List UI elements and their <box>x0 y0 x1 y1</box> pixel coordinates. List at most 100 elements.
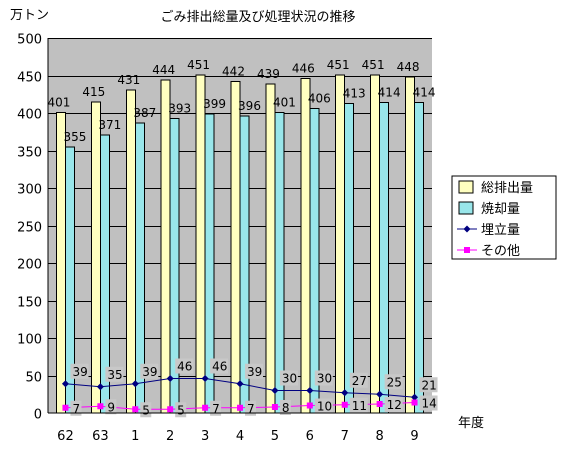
line-marker <box>271 404 278 410</box>
x-tick-label: 63 <box>92 429 109 444</box>
y-axis-unit: 万トン <box>10 8 49 23</box>
data-label: 7 <box>247 402 255 416</box>
line-marker <box>341 401 348 408</box>
y-tick-label: 150 <box>17 296 42 311</box>
x-tick-label: 62 <box>57 429 74 444</box>
data-label: 30 <box>282 372 297 386</box>
line-marker <box>132 406 139 413</box>
data-label-background <box>279 400 291 415</box>
x-tick-label: 1 <box>131 429 139 444</box>
y-tick-label: 450 <box>17 71 42 86</box>
data-label: 393 <box>168 101 191 115</box>
bar <box>195 74 206 414</box>
data-label: 25 <box>387 375 402 389</box>
data-label: 442 <box>222 65 245 79</box>
data-label: 387 <box>133 106 156 120</box>
y-tick-label: 50 <box>25 371 42 386</box>
data-label: 451 <box>362 58 385 72</box>
legend-marker <box>464 247 470 253</box>
data-label: 5 <box>177 403 185 417</box>
data-label: 401 <box>273 95 296 109</box>
data-label-background <box>314 398 333 414</box>
legend-label: 総排出量 <box>481 181 533 196</box>
line-marker <box>376 390 384 398</box>
data-label: 46 <box>212 360 227 374</box>
chart-title: ごみ排出総量及び処理状況の推移 <box>160 9 355 25</box>
bar <box>230 81 241 414</box>
data-label: 5 <box>142 403 150 417</box>
bar <box>274 111 285 414</box>
data-label: 446 <box>292 62 315 76</box>
data-label-background <box>70 363 89 379</box>
bar <box>125 89 136 414</box>
data-label-background <box>384 397 403 412</box>
data-label: 431 <box>117 73 140 87</box>
bar <box>55 111 66 414</box>
y-tick-label: 300 <box>17 183 42 198</box>
y-tick-label: 500 <box>17 33 42 48</box>
data-label-background <box>384 374 403 390</box>
legend-label: 埋立量 <box>481 223 520 238</box>
data-label-background <box>210 358 229 374</box>
line-marker <box>236 380 244 388</box>
data-label-background <box>314 370 333 386</box>
legend-label: その他 <box>481 244 520 259</box>
line-marker <box>97 403 104 410</box>
legend-label: 焼却量 <box>481 202 520 217</box>
bar <box>335 74 346 414</box>
data-label-background <box>175 358 194 374</box>
data-label: 451 <box>327 58 350 72</box>
line-marker <box>271 387 279 394</box>
x-tick-label: 4 <box>236 429 244 444</box>
x-tick-label: 9 <box>410 429 418 444</box>
data-label-background <box>175 402 187 418</box>
data-label-background <box>419 377 438 393</box>
data-label: 399 <box>203 97 226 111</box>
line-marker <box>131 380 139 388</box>
y-tick-label: 400 <box>17 108 42 123</box>
line-marker <box>306 387 314 394</box>
data-label: 27 <box>352 374 367 388</box>
data-label-background <box>245 400 256 416</box>
data-label: 46 <box>177 360 192 374</box>
x-tick-label: 8 <box>375 429 383 444</box>
bar <box>265 83 276 414</box>
line-marker <box>166 375 174 382</box>
y-tick-label: 0 <box>34 408 42 423</box>
line-marker <box>341 389 349 397</box>
bar <box>309 108 320 414</box>
data-label: 14 <box>422 397 437 411</box>
line-marker <box>411 399 418 406</box>
bar <box>300 78 311 414</box>
line-marker <box>96 383 104 391</box>
bar <box>370 74 381 414</box>
x-tick-label: 3 <box>201 429 209 444</box>
bar <box>414 102 425 414</box>
y-tick-label: 100 <box>17 333 42 348</box>
data-label-background <box>210 400 222 416</box>
data-label-background <box>140 363 159 379</box>
data-label: 444 <box>152 63 175 77</box>
data-label: 11 <box>352 399 367 413</box>
data-label: 35 <box>107 368 122 382</box>
x-tick-label: 2 <box>166 429 174 444</box>
line-marker <box>411 393 419 401</box>
data-label-background <box>105 399 117 415</box>
data-label: 12 <box>387 398 402 412</box>
data-label-background <box>349 372 368 388</box>
x-axis-title: 年度 <box>458 415 484 431</box>
data-label-background <box>245 363 263 379</box>
y-tick-label: 200 <box>17 258 42 273</box>
bar <box>405 76 416 414</box>
data-label: 10 <box>317 400 332 414</box>
data-label-background <box>279 370 298 386</box>
legend-swatch <box>458 201 474 215</box>
data-label: 7 <box>212 402 220 416</box>
data-label: 396 <box>238 99 261 113</box>
data-label: 30 <box>317 372 332 386</box>
bar <box>160 79 171 414</box>
data-label: 413 <box>343 86 366 100</box>
data-label: 39 <box>247 365 262 379</box>
data-label: 8 <box>282 401 290 415</box>
data-label-background <box>419 395 438 411</box>
